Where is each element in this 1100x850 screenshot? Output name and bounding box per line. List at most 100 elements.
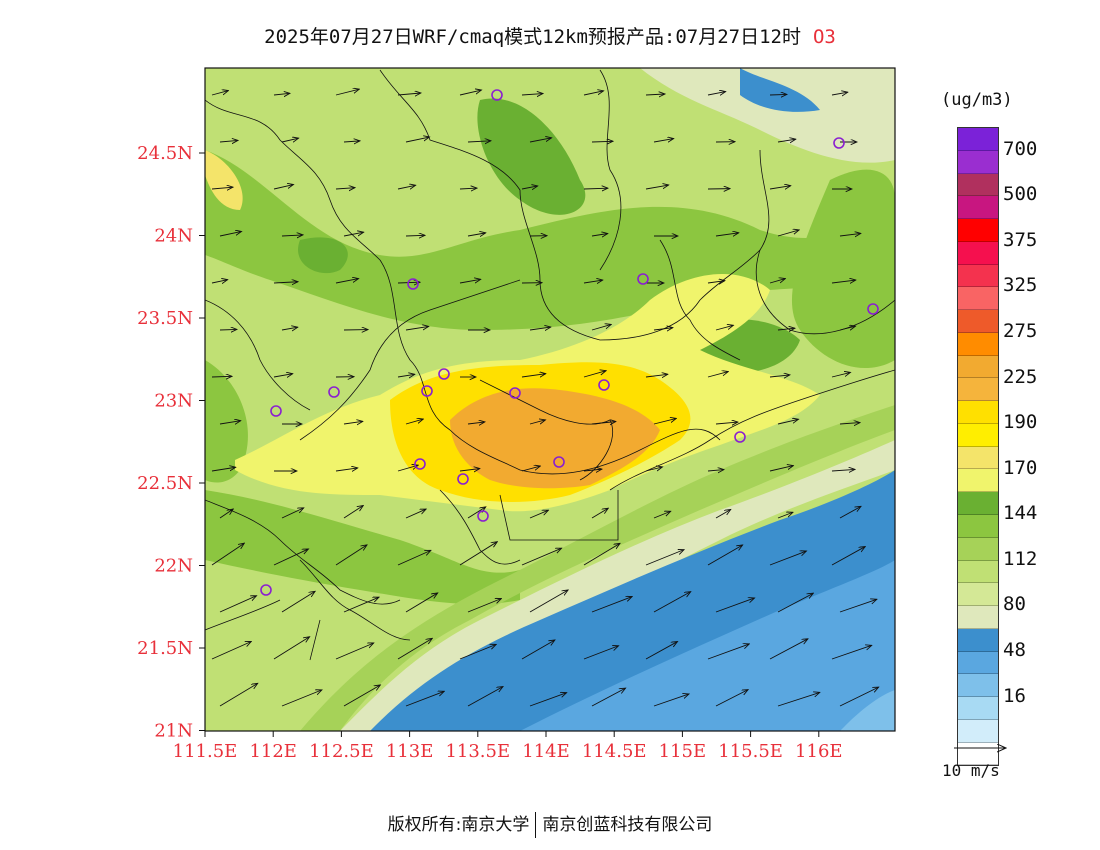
legend-label: 325 (1003, 274, 1038, 297)
wind-arrow (281, 235, 303, 236)
wind-arrow (777, 512, 793, 519)
wind-arrow (343, 232, 364, 237)
wind-arrow (467, 687, 503, 707)
wind-arrow (769, 551, 806, 566)
wind-arrow (335, 188, 355, 189)
legend-swatch (958, 651, 998, 675)
wind-arrow (645, 94, 665, 95)
station-marker (509, 387, 521, 399)
wind-arrow (219, 596, 257, 613)
y-tick-label: 23.5N (137, 308, 193, 329)
wind-scale-arrow (954, 738, 1012, 758)
wind-arrow (777, 328, 795, 330)
legend-swatch (958, 310, 998, 333)
wind-arrow (769, 186, 791, 189)
wind-arrow (273, 549, 308, 566)
legend-label: 500 (1003, 183, 1038, 206)
legend-swatch (958, 332, 998, 356)
wind-arrow (211, 280, 228, 283)
wind-arrow (769, 639, 808, 660)
x-tick-label: 116E (795, 741, 843, 762)
wind-arrow (459, 542, 497, 566)
wind-arrow (405, 235, 425, 236)
wind-arrow (653, 592, 691, 613)
legend-unit: (ug/m3) (941, 90, 1013, 110)
station-marker (260, 584, 272, 596)
monitoring-stations (260, 89, 879, 596)
legend-swatch (958, 287, 998, 311)
footer-owner: 版权所有:南京大学 (387, 815, 530, 835)
wind-arrow (777, 230, 799, 237)
legend-swatch (958, 150, 998, 174)
wind-arrow (653, 139, 674, 142)
wind-arrow (653, 418, 676, 425)
wind-arrow (653, 511, 671, 519)
wind-arrow (839, 599, 877, 613)
x-tick-label: 114E (522, 741, 570, 762)
wind-arrow (521, 186, 538, 189)
x-tick-label: 115E (659, 741, 707, 762)
legend-swatch (958, 423, 998, 447)
wind-arrow (707, 644, 749, 660)
wind-arrow (645, 467, 662, 472)
wind-arrow (343, 505, 363, 519)
legend-swatch (958, 241, 998, 265)
legend-swatch (958, 196, 998, 220)
wind-arrow (405, 137, 429, 143)
wind-arrow (219, 509, 233, 519)
wind-arrow (397, 550, 431, 566)
legend-label: 275 (1003, 320, 1038, 343)
wind-arrow (591, 597, 632, 613)
wind-arrow (281, 591, 315, 613)
wind-arrow (653, 694, 689, 707)
legend-swatch (958, 492, 998, 516)
band-225 (450, 388, 660, 489)
wind-arrow (343, 597, 379, 613)
wind-arrow (839, 326, 856, 330)
wind-arrow (459, 279, 481, 283)
title-main: 2025年07月27日WRF/cmaq模式12km预报产品:07月27日12时 (264, 26, 801, 48)
wind-arrow (211, 642, 251, 660)
y-tick-label: 23N (154, 391, 193, 412)
wind-arrow (839, 233, 861, 236)
wind-arrow (831, 469, 855, 471)
wind-arrow (831, 645, 872, 660)
legend-label: 16 (1003, 684, 1026, 707)
y-tick-label: 21N (154, 721, 193, 742)
y-tick-label: 21.5N (137, 638, 193, 659)
legend-label: 112 (1003, 547, 1038, 570)
station-marker (457, 473, 469, 485)
wind-arrow (777, 419, 798, 425)
x-tick-label: 113E (386, 741, 434, 762)
wind-arrow (343, 421, 363, 424)
wind-arrow (335, 89, 359, 96)
wind-arrow (831, 372, 850, 378)
wind-arrow (839, 423, 860, 424)
wind-arrow (529, 420, 545, 424)
station-marker (833, 137, 845, 149)
legend-label: 170 (1003, 456, 1038, 479)
color-legend (957, 127, 999, 767)
wind-arrow (521, 374, 546, 377)
legend-label: 80 (1003, 593, 1026, 616)
wind-arrow (219, 421, 241, 424)
wind-scale-label: 10 m/s (942, 761, 1000, 780)
chart-title: 2025年07月27日WRF/cmaq模式12km预报产品:07月27日12时 O… (0, 22, 1100, 49)
wind-arrow (211, 376, 232, 377)
wind-arrow (777, 139, 796, 142)
legend-swatch (958, 128, 998, 151)
footer-company: 南京创蓝科技有限公司 (542, 815, 713, 835)
x-tick-label: 115.5E (718, 741, 783, 762)
legend-swatch (958, 537, 998, 561)
wind-arrow (405, 326, 429, 331)
wind-arrow (397, 93, 421, 95)
wind-arrow (591, 141, 613, 142)
wind-arrow (583, 371, 606, 378)
wind-arrow (529, 327, 551, 330)
wind-arrow (715, 598, 755, 613)
legend-swatch (958, 401, 998, 424)
ocean-48 (520, 560, 895, 731)
wind-arrow (645, 185, 669, 190)
wind-arrow (281, 508, 304, 519)
station-marker (328, 386, 340, 398)
